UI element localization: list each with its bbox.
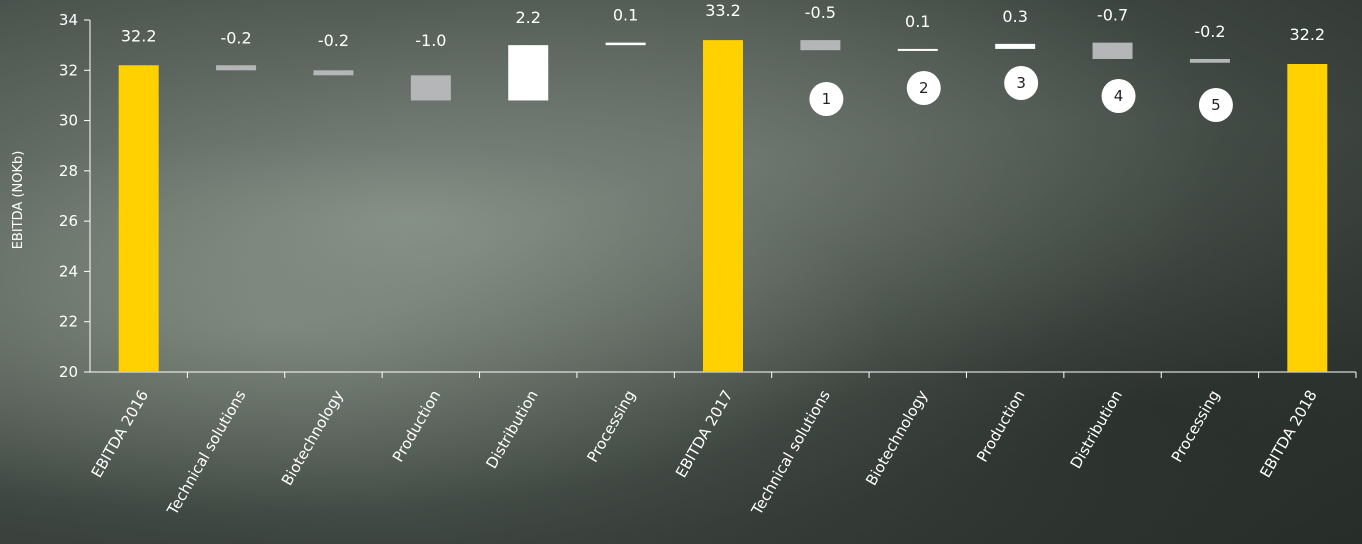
x-category-label: Technical solutions [747, 387, 834, 519]
x-category-label: Technical solutions [163, 387, 250, 519]
data-label: -0.2 [318, 31, 349, 50]
bar-decrease [800, 40, 841, 51]
bar-decrease [410, 75, 451, 101]
callout-number: 3 [1016, 74, 1026, 92]
data-label: 32.2 [121, 26, 157, 45]
callout-number: 2 [919, 79, 929, 97]
x-category-label: Production [973, 387, 1028, 465]
callout-marker [1101, 79, 1136, 113]
x-category-label: EBITDA 2016 [88, 387, 153, 481]
y-tick-label: 22 [59, 313, 78, 331]
bar-increase [508, 45, 549, 101]
data-label: -0.2 [1194, 22, 1225, 41]
y-tick-label: 32 [59, 61, 78, 79]
x-category-label: Biotechnology [278, 387, 347, 489]
bar-increase [605, 42, 646, 46]
data-label: -1.0 [415, 31, 446, 50]
bar-decrease [1189, 58, 1230, 63]
callout-marker [906, 71, 941, 105]
x-category-label: EBITDA 2017 [672, 387, 737, 481]
callout-marker [809, 82, 844, 116]
x-category-label: Biotechnology [862, 387, 931, 489]
y-tick-label: 24 [59, 262, 78, 280]
callout-number: 1 [822, 90, 832, 108]
x-category-label: Distribution [1067, 387, 1126, 472]
bar-increase [995, 43, 1036, 49]
x-category-label: Processing [583, 387, 639, 465]
data-label: 32.2 [1289, 25, 1325, 44]
x-category-label: Distribution [482, 387, 541, 472]
y-tick-label: 28 [59, 162, 78, 180]
data-label: 0.3 [1002, 7, 1027, 26]
data-label: -0.5 [805, 3, 836, 22]
callout-marker [1198, 88, 1233, 122]
y-tick-label: 20 [59, 363, 78, 381]
bar-increase [897, 48, 938, 51]
x-category-label: Production [389, 387, 444, 465]
callout-number: 5 [1211, 96, 1221, 114]
x-category-label: EBITDA 2018 [1256, 387, 1321, 481]
bar-decrease [216, 65, 257, 71]
bar-decrease [313, 70, 354, 76]
bar-total [118, 65, 159, 372]
data-label: 0.1 [905, 12, 930, 31]
bar-decrease [1092, 42, 1133, 59]
data-label: 33.2 [705, 1, 741, 20]
bar-total [1287, 64, 1328, 372]
data-label: -0.2 [220, 28, 251, 47]
y-tick-label: 26 [59, 212, 78, 230]
data-label: -0.7 [1097, 6, 1128, 25]
callout-marker [1004, 66, 1039, 100]
callout-number: 4 [1114, 87, 1124, 105]
x-category-label: Processing [1168, 387, 1224, 465]
bar-total [703, 40, 743, 372]
data-label: 2.2 [516, 8, 541, 27]
y-tick-label: 30 [59, 112, 78, 130]
y-tick-label: 34 [59, 11, 78, 29]
data-label: 0.1 [613, 6, 638, 25]
y-axis-label: EBITDA (NOKb) [11, 151, 26, 250]
